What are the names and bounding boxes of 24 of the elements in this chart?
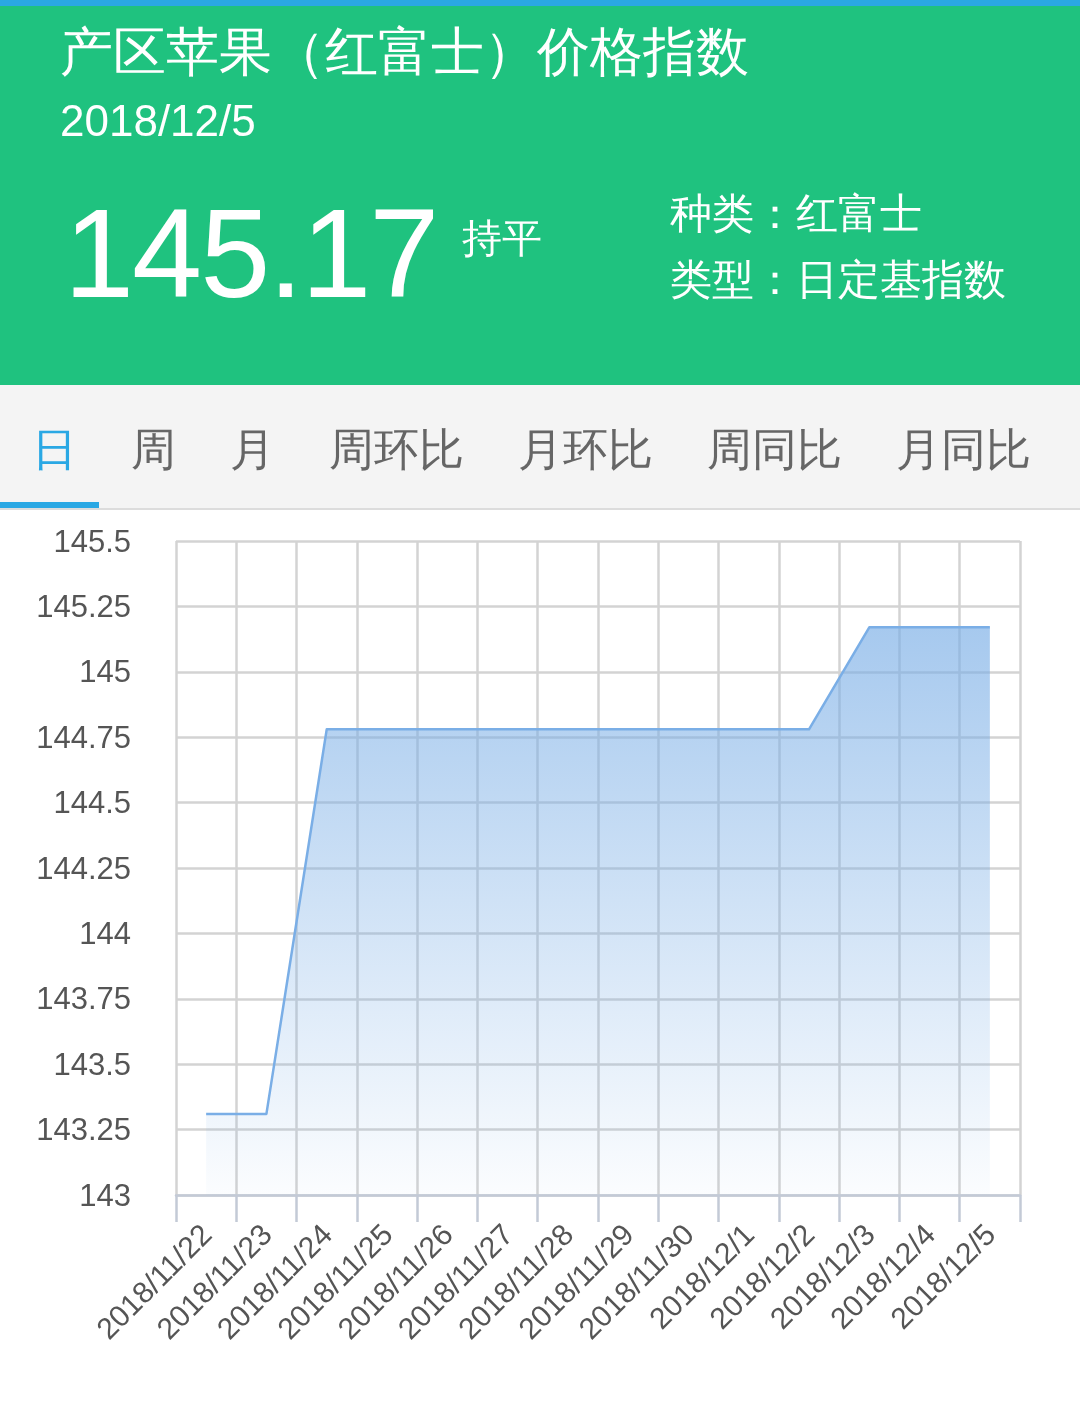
- y-tick-label: 143.5: [53, 1046, 131, 1082]
- text: 145.17: [64, 183, 438, 324]
- text: 周: [131, 423, 176, 477]
- text: 月环比: [518, 423, 653, 477]
- y-tick-label: 144.5: [53, 785, 131, 821]
- y-tick-label: 144: [79, 915, 131, 951]
- text: 月同比: [896, 423, 1031, 477]
- y-tick-label: 144.25: [36, 850, 131, 886]
- y-tick-label: 143.25: [36, 1112, 131, 1148]
- chart-title: 产区苹果（红富士）价格指数: [60, 21, 749, 83]
- y-tick-label: 144.75: [36, 719, 131, 755]
- y-tick-label: 145: [79, 654, 131, 690]
- text: 持平: [462, 215, 542, 262]
- text: 周环比: [329, 423, 464, 477]
- text: 月: [230, 423, 275, 477]
- chart-subtitle: 2018/12/5: [60, 95, 256, 147]
- y-tick-label: 145.5: [53, 523, 131, 559]
- text: 类型：日定基指数: [670, 255, 1006, 305]
- text: 日: [32, 423, 77, 477]
- text: 种类：红富士: [670, 189, 922, 239]
- y-tick-label: 145.25: [36, 588, 131, 624]
- y-tick-label: 143.75: [36, 981, 131, 1017]
- text: 周同比: [707, 423, 842, 477]
- y-tick-label: 143: [79, 1177, 131, 1213]
